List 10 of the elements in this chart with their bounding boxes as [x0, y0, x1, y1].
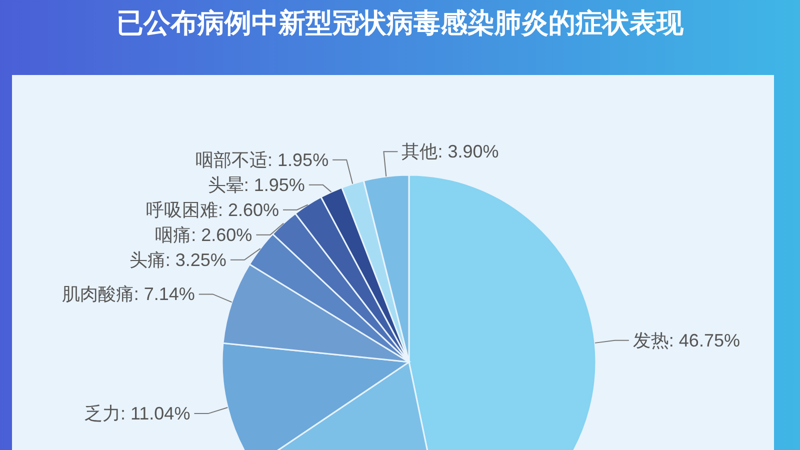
slice-label: 发热: 46.75% [632, 330, 740, 350]
slice-label: 乏力: 11.04% [84, 404, 190, 424]
slice-label: 头晕: 1.95% [208, 174, 305, 195]
slice-label: 肌肉酸痛: 7.14% [62, 284, 195, 304]
chart-title: 已公布病例中新型冠状病毒感染肺炎的症状表现 [116, 8, 684, 39]
slice-label: 咽痛: 2.60% [155, 224, 252, 245]
slice-label: 头痛: 3.25% [129, 250, 226, 270]
slice-label: 呼吸困难: 2.60% [146, 200, 279, 220]
slice-label: 咽部不适: 1.95% [196, 150, 329, 170]
slice-label: 其他: 3.90% [402, 142, 499, 162]
